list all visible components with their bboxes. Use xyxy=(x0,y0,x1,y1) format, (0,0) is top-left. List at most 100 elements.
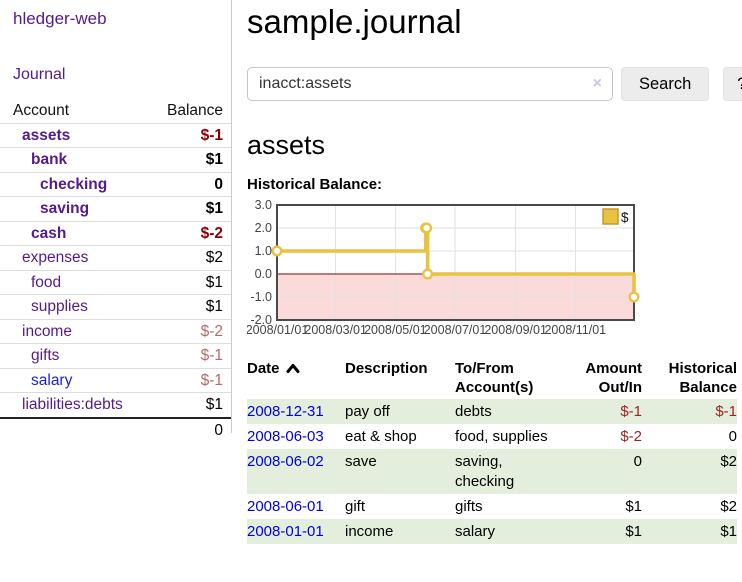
account-link[interactable]: checking xyxy=(40,175,108,193)
historical-balance-chart: 3.0 2.0 1.0 0.0 -1.0 -2.0 2008/01/01 2008/03/01… xyxy=(246,198,742,343)
account-column-header: Account xyxy=(13,102,70,119)
transaction-accounts: gifts xyxy=(455,497,483,515)
transaction-balance: $1 xyxy=(642,519,737,545)
total-balance: 0 xyxy=(214,421,223,439)
account-row-saving: saving $1 xyxy=(0,196,231,221)
svg-text:-1.0: -1.0 xyxy=(250,290,272,304)
transaction-balance: $2 xyxy=(720,497,737,515)
account-table-header: Account Balance xyxy=(0,99,231,123)
transaction-date-link[interactable]: 2008-12-31 xyxy=(247,402,324,420)
account-balance: $-1 xyxy=(200,126,223,144)
transaction-date-link[interactable]: 2008-01-01 xyxy=(247,522,324,540)
column-header-accounts: To/From Account(s) xyxy=(455,360,534,397)
transaction-description: save xyxy=(345,449,455,495)
account-balance-table: Account Balance assets $-1 bank $1 check… xyxy=(0,99,231,442)
svg-text:2008/03/01: 2008/03/01 xyxy=(304,323,367,337)
account-link[interactable]: gifts xyxy=(31,347,60,364)
register-header-row: Date Description To/From Account(s) Amoun… xyxy=(247,357,737,399)
search-input[interactable] xyxy=(247,67,613,102)
transaction-balance: 0 xyxy=(728,427,737,445)
account-balance: $1 xyxy=(205,396,223,413)
account-link[interactable]: bank xyxy=(31,151,68,168)
transaction-accounts: food, supplies xyxy=(455,427,548,445)
transaction-amount: $-1 xyxy=(577,399,642,425)
account-row-bank: bank $1 xyxy=(0,147,231,172)
svg-text:2.0: 2.0 xyxy=(255,221,272,235)
chart-legend: $ xyxy=(602,208,629,225)
column-header-description: Description xyxy=(345,360,428,378)
account-link[interactable]: liabilities:debts xyxy=(22,396,123,413)
transaction-amount: $1 xyxy=(577,519,642,545)
page-title: sample.journal xyxy=(247,3,462,40)
account-balance: $1 xyxy=(205,200,223,217)
balance-column-header: Balance xyxy=(166,102,223,119)
account-row-expenses: expenses $2 xyxy=(0,245,231,270)
account-row-gifts: gifts $-1 xyxy=(0,343,231,368)
account-balance: $1 xyxy=(205,273,223,291)
account-total-row: 0 xyxy=(0,416,231,443)
transaction-date-link[interactable]: 2008-06-01 xyxy=(247,497,324,515)
sidebar: hledger-web Journal Account Balance asse… xyxy=(0,0,232,439)
transaction-amount: 0 xyxy=(577,449,642,495)
transaction-description: pay off xyxy=(345,399,455,425)
account-link[interactable]: expenses xyxy=(22,249,89,266)
account-row-income: income $-2 xyxy=(0,318,231,344)
account-row-liabilities-debts: liabilities:debts $1 xyxy=(0,392,231,417)
account-row-checking: checking 0 xyxy=(0,171,231,197)
transaction-row: 2008-06-01 gift gifts $1 $2 xyxy=(247,494,737,519)
column-header-amount: Amount Out/In xyxy=(585,360,642,397)
transaction-description: eat & shop xyxy=(345,427,417,445)
transaction-date-link[interactable]: 2008-06-02 xyxy=(247,452,324,470)
account-balance: 0 xyxy=(214,175,223,193)
register-table: Date Description To/From Account(s) Amoun… xyxy=(247,357,737,545)
account-heading: assets xyxy=(247,130,326,161)
search-button[interactable]: Search xyxy=(621,67,710,102)
account-link[interactable]: food xyxy=(31,273,62,291)
account-row-salary: salary $-1 xyxy=(0,367,231,393)
transaction-accounts: debts xyxy=(455,399,577,425)
account-row-cash: cash $-2 xyxy=(0,220,231,246)
transaction-accounts: saving, checking xyxy=(455,449,577,495)
column-header-balance: Historical Balance xyxy=(668,360,737,397)
account-link[interactable]: income xyxy=(22,322,72,340)
main-content: sample.journal × Search ? assets Histori… xyxy=(246,0,742,545)
transaction-row: 2008-06-02 save saving, checking 0 $2 xyxy=(247,449,737,495)
chart-canvas: 3.0 2.0 1.0 0.0 -1.0 -2.02008/01/012008/03/01… xyxy=(246,198,640,337)
account-link[interactable]: salary xyxy=(31,371,73,389)
transaction-balance: $2 xyxy=(642,449,737,495)
account-link[interactable]: cash xyxy=(31,224,67,242)
transaction-row: 2008-12-31 pay off debts $-1 $-1 xyxy=(247,399,737,425)
account-link[interactable]: supplies xyxy=(31,298,88,315)
account-row-food: food $1 xyxy=(0,269,231,295)
transaction-row: 2008-06-03 eat & shop food, supplies $-2… xyxy=(247,424,737,449)
clear-search-icon[interactable]: × xyxy=(592,75,602,93)
sort-ascending-icon xyxy=(286,364,300,374)
transaction-amount: $1 xyxy=(625,497,642,515)
svg-text:2008/01/01: 2008/01/01 xyxy=(247,323,308,337)
help-button[interactable]: ? xyxy=(723,67,742,102)
transaction-row: 2008-01-01 income salary $1 $1 xyxy=(247,519,737,545)
transaction-description: income xyxy=(345,519,455,545)
account-link[interactable]: saving xyxy=(40,200,90,217)
app-title[interactable]: hledger-web xyxy=(13,9,107,28)
account-row-supplies: supplies $1 xyxy=(0,294,231,319)
svg-text:$: $ xyxy=(621,210,629,225)
transaction-date-link[interactable]: 2008-06-03 xyxy=(247,427,324,445)
sidebar-item-journal[interactable]: Journal xyxy=(13,66,66,83)
account-balance: $-1 xyxy=(200,347,223,364)
account-balance: $-2 xyxy=(200,224,223,242)
search-bar: × Search ? xyxy=(247,67,742,102)
account-balance: $-1 xyxy=(200,371,223,389)
chart-title: Historical Balance: xyxy=(247,176,383,194)
account-balance: $1 xyxy=(205,151,223,168)
account-link[interactable]: assets xyxy=(22,126,71,144)
transaction-accounts: salary xyxy=(455,519,577,545)
column-header-date[interactable]: Date xyxy=(247,357,345,399)
account-balance: $-2 xyxy=(200,322,223,340)
svg-text:-2.0: -2.0 xyxy=(250,313,272,327)
svg-text:2008/07/01: 2008/07/01 xyxy=(424,323,487,337)
svg-text:2008/11/01: 2008/11/01 xyxy=(544,323,606,337)
svg-text:2008/09/01: 2008/09/01 xyxy=(484,323,547,337)
account-row-assets: assets $-1 xyxy=(0,122,231,148)
transaction-description: gift xyxy=(345,497,366,515)
